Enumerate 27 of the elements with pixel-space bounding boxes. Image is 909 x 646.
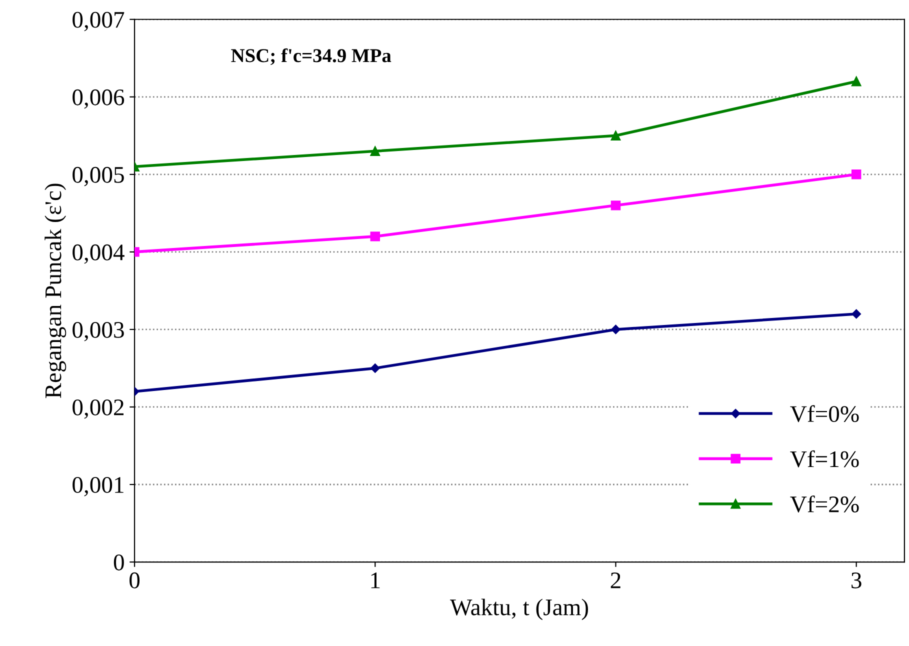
x-tick-label: 0: [130, 572, 140, 588]
point: [370, 232, 380, 242]
point: [610, 200, 621, 210]
legend-label: Vf=1%: [790, 450, 859, 468]
legend-label: Vf=0%: [790, 405, 859, 422]
y-tick-label: 0,007: [72, 12, 124, 32]
y-tick-label: 0,005: [72, 166, 124, 186]
x-axis-title: Waktu, t (Jam): [450, 598, 588, 620]
y-tick-label: 0: [114, 554, 124, 570]
point: [851, 170, 862, 180]
annotation: NSC; f'c=34.9 MPa: [231, 48, 392, 66]
y-tick-label: 0,006: [72, 89, 124, 109]
y-tick-label: 0,002: [72, 399, 124, 419]
x-tick-label: 3: [852, 572, 862, 588]
x-tick-label: 2: [610, 572, 620, 588]
point: [370, 146, 380, 156]
point: [611, 324, 620, 334]
point: [370, 364, 380, 373]
y-tick-label: 0,003: [72, 322, 124, 342]
y-axis-title: Regangan Puncak (ε'c): [44, 184, 66, 398]
legend-label: Vf=2%: [790, 496, 859, 512]
point: [851, 76, 862, 86]
point: [852, 309, 861, 319]
y-tick-label: 0,001: [72, 476, 124, 496]
y-tick-label: 0,004: [72, 244, 124, 264]
x-tick-label: 1: [371, 572, 380, 588]
point: [610, 130, 621, 141]
